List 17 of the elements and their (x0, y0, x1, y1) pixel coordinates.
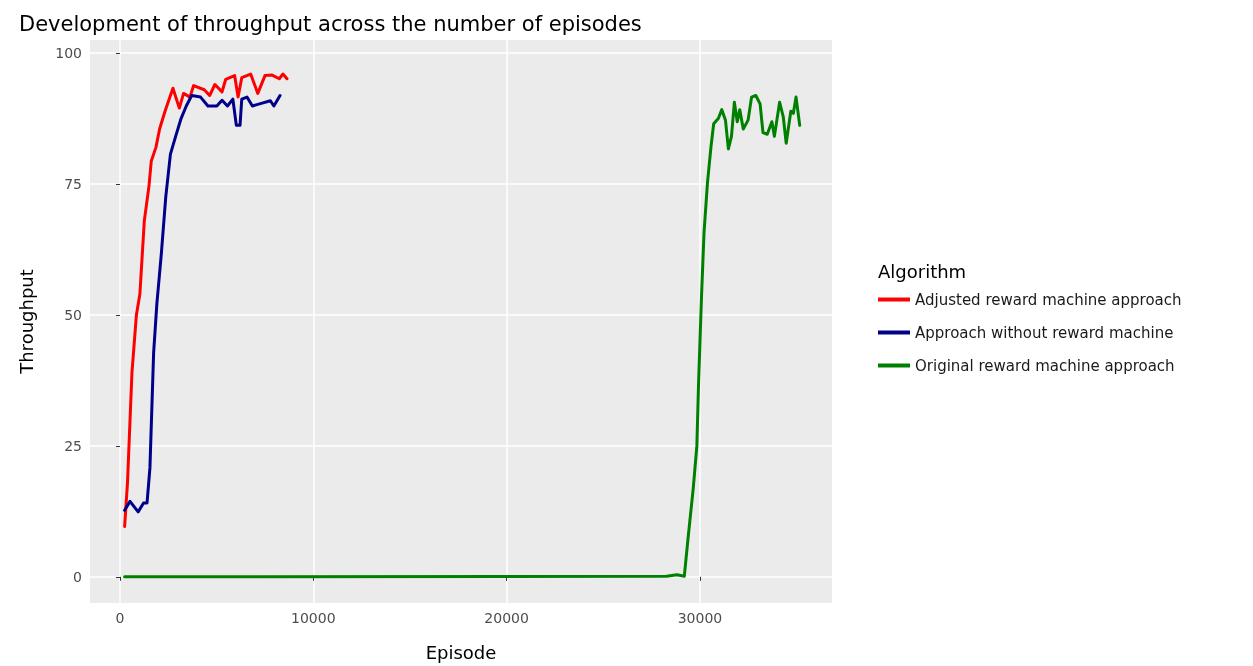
chart-title: Development of throughput across the number of episodes (19, 11, 642, 36)
x-tick-label: 10000 (291, 610, 336, 626)
legend-label: Approach without reward machine (915, 323, 1174, 342)
legend-label: Original reward machine approach (915, 356, 1175, 375)
y-tick-label: 75 (64, 176, 82, 193)
x-tick-label: 20000 (484, 610, 529, 626)
x-tick-label: 30000 (677, 610, 723, 626)
y-tick-label: 50 (64, 306, 82, 323)
legend-label: Adjusted reward machine approach (915, 290, 1182, 309)
y-axis-title: Throughput (15, 269, 37, 375)
legend-title: Algorithm (878, 260, 967, 282)
y-tick-label: 25 (64, 437, 82, 454)
x-tick-label: 0 (115, 610, 125, 626)
y-tick-label: 100 (55, 45, 82, 62)
x-axis-title: Episode (425, 641, 497, 663)
y-tick-label: 0 (73, 568, 82, 585)
line-series (123, 94, 802, 579)
